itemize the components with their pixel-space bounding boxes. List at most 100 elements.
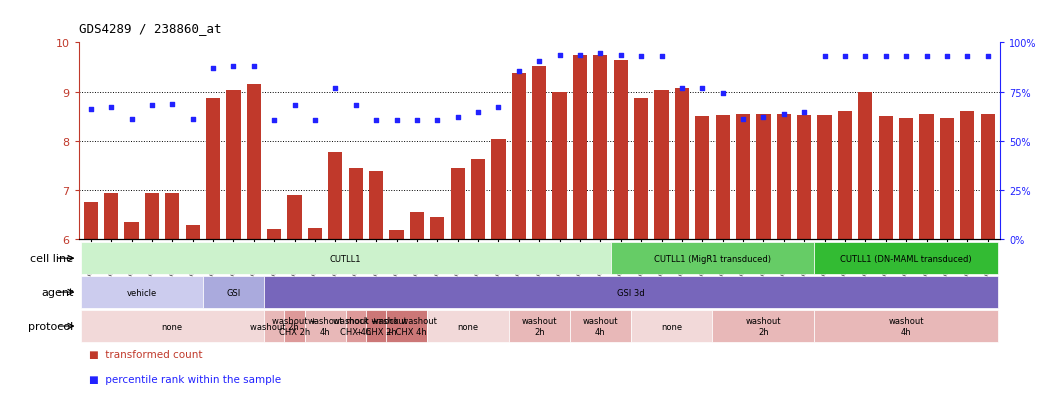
Point: [429, 118, 446, 124]
Bar: [777, 114, 790, 240]
Point: [184, 116, 201, 123]
Bar: [818, 116, 831, 240]
Bar: [919, 114, 934, 240]
Bar: [409, 212, 424, 240]
Text: none: none: [458, 322, 478, 331]
Point: [531, 59, 548, 65]
Bar: [512, 74, 526, 240]
Bar: [573, 56, 587, 240]
Bar: [756, 114, 771, 240]
Bar: [736, 114, 751, 240]
Point: [653, 54, 670, 60]
Point: [367, 118, 384, 124]
Bar: [185, 226, 200, 240]
Point: [490, 105, 507, 112]
Bar: [940, 119, 954, 240]
Point: [979, 54, 996, 60]
Bar: [471, 160, 485, 240]
Point: [857, 54, 874, 60]
Bar: [84, 203, 97, 240]
Bar: [104, 194, 118, 240]
Point: [449, 114, 466, 121]
Text: GDS4289 / 238860_at: GDS4289 / 238860_at: [79, 22, 221, 35]
Text: CUTLL1 (DN-MAML transduced): CUTLL1 (DN-MAML transduced): [841, 254, 972, 263]
Point: [918, 54, 935, 60]
Point: [83, 106, 99, 113]
Bar: [165, 194, 179, 240]
Text: ■  percentile rank within the sample: ■ percentile rank within the sample: [89, 374, 282, 384]
Point: [938, 54, 955, 60]
Point: [470, 110, 487, 116]
Text: CUTLL1 (MigR1 transduced): CUTLL1 (MigR1 transduced): [654, 254, 771, 263]
Bar: [960, 112, 975, 240]
Point: [837, 54, 853, 60]
Point: [307, 118, 324, 124]
Bar: [450, 169, 465, 240]
Bar: [981, 114, 995, 240]
Bar: [614, 61, 628, 240]
Point: [796, 110, 812, 116]
Point: [714, 90, 731, 97]
Bar: [878, 117, 893, 240]
Point: [408, 118, 425, 124]
Point: [551, 52, 567, 59]
Bar: [859, 93, 872, 240]
Point: [897, 54, 914, 60]
Point: [511, 69, 528, 75]
Text: agent: agent: [41, 287, 73, 297]
Bar: [369, 172, 383, 240]
Bar: [247, 85, 261, 240]
Text: washout
4h: washout 4h: [888, 317, 923, 336]
Text: washout
2h: washout 2h: [521, 317, 557, 336]
Text: washout +
CHX 4h: washout + CHX 4h: [333, 317, 378, 336]
Text: protocol: protocol: [28, 321, 73, 331]
Point: [225, 64, 242, 70]
Bar: [430, 218, 444, 240]
Point: [266, 118, 283, 124]
Bar: [206, 98, 220, 240]
Text: CUTLL1: CUTLL1: [330, 254, 361, 263]
Point: [755, 114, 772, 121]
Text: washout
4h: washout 4h: [582, 317, 618, 336]
Text: washout
2h: washout 2h: [745, 317, 781, 336]
Bar: [674, 89, 689, 240]
Bar: [695, 117, 710, 240]
Text: washout
4h: washout 4h: [308, 317, 343, 336]
Bar: [389, 231, 404, 240]
Point: [103, 105, 119, 112]
Text: washout 2h: washout 2h: [250, 322, 298, 331]
Point: [959, 54, 976, 60]
Text: vehicle: vehicle: [127, 288, 157, 297]
Point: [327, 85, 343, 92]
Point: [286, 103, 303, 109]
Bar: [634, 98, 648, 240]
Point: [572, 52, 588, 59]
Bar: [797, 116, 811, 240]
Point: [348, 103, 364, 109]
Text: washout +
CHX 2h: washout + CHX 2h: [272, 317, 317, 336]
Bar: [838, 112, 852, 240]
Bar: [899, 119, 913, 240]
Bar: [125, 222, 138, 240]
Text: none: none: [661, 322, 683, 331]
Bar: [226, 90, 241, 240]
Text: cell line: cell line: [30, 254, 73, 263]
Text: mock washout
+ CHX 4h: mock washout + CHX 4h: [376, 317, 438, 336]
Bar: [308, 228, 322, 240]
Point: [388, 118, 405, 124]
Bar: [349, 169, 363, 240]
Point: [592, 51, 608, 57]
Point: [817, 54, 833, 60]
Point: [245, 64, 262, 70]
Bar: [715, 116, 730, 240]
Point: [694, 85, 711, 92]
Bar: [144, 194, 159, 240]
Point: [143, 103, 160, 109]
Point: [776, 111, 793, 118]
Bar: [594, 56, 607, 240]
Point: [204, 66, 221, 72]
Bar: [491, 140, 506, 240]
Text: ■  transformed count: ■ transformed count: [89, 349, 202, 359]
Point: [877, 54, 894, 60]
Point: [632, 54, 649, 60]
